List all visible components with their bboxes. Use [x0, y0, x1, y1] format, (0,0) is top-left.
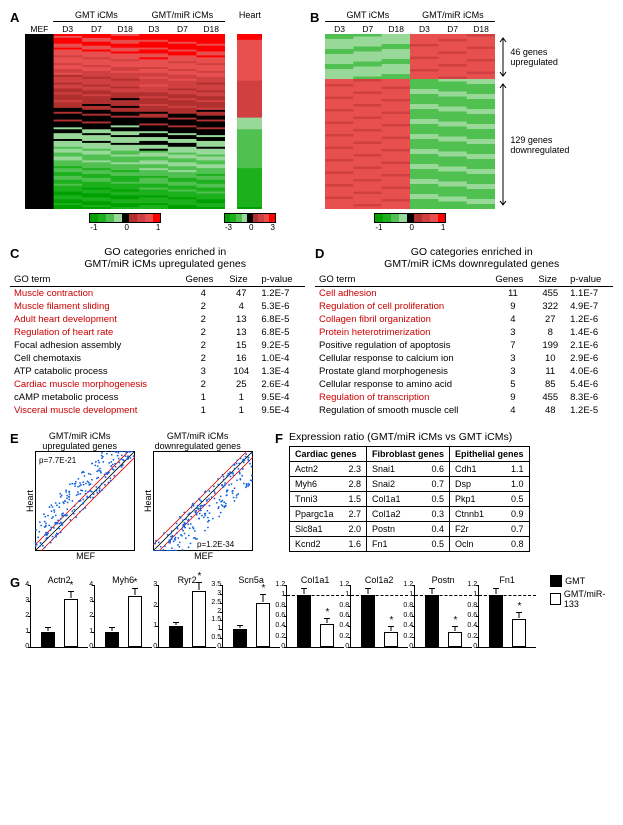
- col-header: D18: [111, 24, 140, 34]
- label-d: D: [315, 246, 324, 273]
- go-row: Visceral muscle development119.5E-4: [10, 404, 305, 417]
- col-header: D7: [354, 24, 382, 34]
- heatmap-a: [25, 34, 225, 209]
- scale-b: -101: [325, 213, 495, 232]
- ratio-row: Myh62.8Snai20.7Dsp1.0: [289, 477, 529, 492]
- svg-text:p=1.2E-34: p=1.2E-34: [197, 540, 235, 549]
- panel-e: E GMT/miR iCMs upregulated genesHeartp=7…: [10, 431, 265, 561]
- go-row: Regulation of heart rate2136.8E-5: [10, 326, 305, 339]
- go-row: Regulation of cell proliferation93224.9E…: [315, 300, 613, 313]
- heatmap-a-heart: [237, 34, 262, 209]
- panel-b: B GMT iCMs GMT/miR iCMs D3D7D18D3D7D18 4…: [310, 10, 613, 232]
- scatter-plot: GMT/miR iCMs downregulated genesHeartp=1…: [143, 431, 253, 561]
- scatter-plot: GMT/miR iCMs upregulated genesHeartp=7.7…: [25, 431, 135, 561]
- svg-text:p=7.7E-21: p=7.7E-21: [39, 456, 77, 465]
- bar-chart: Fn100.20.40.60.811.2*: [478, 575, 536, 648]
- col-header: D3: [53, 24, 82, 34]
- ratio-row: Actn22.3Snai10.6Cdh11.1: [289, 462, 529, 477]
- ratio-row: Ppargc1a2.7Col1a20.3Ctnnb10.9: [289, 507, 529, 522]
- go-row: Cell chemotaxis2161.0E-4: [10, 352, 305, 365]
- scale-a: -101: [25, 209, 225, 232]
- go-row: ATP catabolic process31041.3E-4: [10, 365, 305, 378]
- go-row: Muscle contraction4471.2E-7: [10, 287, 305, 301]
- col-header: D18: [197, 24, 226, 34]
- title-d: GO categories enriched in GMT/miR iCMs d…: [330, 246, 613, 270]
- group-gmtmir-b: GMT/miR iCMs: [410, 10, 495, 24]
- go-row: Collagen fibril organization4271.2E-6: [315, 313, 613, 326]
- label-f: F: [275, 431, 283, 552]
- go-row: Cardiac muscle morphogenesis2252.6E-4: [10, 378, 305, 391]
- go-row: Adult heart development2136.8E-5: [10, 313, 305, 326]
- col-header: D7: [168, 24, 197, 34]
- col-header: MEF: [25, 24, 53, 34]
- legend-item: GMT/miR-133: [550, 589, 613, 609]
- go-row: Cellular response to amino acid5855.4E-6: [315, 378, 613, 391]
- panel-f: F Expression ratio (GMT/miR iCMs vs GMT …: [275, 431, 613, 561]
- go-row: Protein heterotrimerization381.4E-6: [315, 326, 613, 339]
- row-ab: A GMT iCMs GMT/miR iCMs Heart MEFD3D7D18…: [10, 10, 613, 232]
- scale-a-heart: -303: [237, 209, 262, 232]
- group-gmt: GMT iCMs: [53, 10, 139, 24]
- col-header: D18: [467, 24, 495, 34]
- heart-hdr: Heart: [237, 10, 262, 24]
- group-gmt-b: GMT iCMs: [325, 10, 410, 24]
- panel-c: C GO categories enriched in GMT/miR iCMs…: [10, 246, 305, 417]
- ratio-row: Slc8a12.0Postn0.4F2r0.7: [289, 522, 529, 537]
- panel-a: A GMT iCMs GMT/miR iCMs Heart MEFD3D7D18…: [10, 10, 300, 232]
- label-c: C: [10, 246, 19, 273]
- title-c: GO categories enriched in GMT/miR iCMs u…: [25, 246, 305, 270]
- scatter-wrap: GMT/miR iCMs upregulated genesHeartp=7.7…: [25, 431, 253, 561]
- ratio-row: Tnni31.5Col1a10.5Pkp10.5: [289, 492, 529, 507]
- go-row: cAMP metabolic process119.5E-4: [10, 391, 305, 404]
- label-b: B: [310, 10, 319, 232]
- go-row: Cellular response to calcium ion3102.9E-…: [315, 352, 613, 365]
- col-header: D7: [439, 24, 467, 34]
- row-g: G Actn201234*Myh601234*Ryr20123*Scn5a00.…: [10, 575, 613, 648]
- row-ef: E GMT/miR iCMs upregulated genesHeartp=7…: [10, 431, 613, 561]
- go-row: Cell adhesion114551.1E-7: [315, 287, 613, 301]
- go-table-d: GO termGenesSizep-valueCell adhesion1145…: [315, 273, 613, 417]
- label-e: E: [10, 431, 19, 561]
- panel-d: D GO categories enriched in GMT/miR iCMs…: [315, 246, 613, 417]
- go-row: Focal adhesion assembly2159.2E-5: [10, 339, 305, 352]
- go-row: Positive regulation of apoptosis71992.1E…: [315, 339, 613, 352]
- col-header: D18: [382, 24, 410, 34]
- go-row: Regulation of transcription94558.3E-6: [315, 391, 613, 404]
- col-header: D7: [82, 24, 111, 34]
- ratio-row: Kcnd21.6Fn10.5Ocln0.8: [289, 537, 529, 552]
- go-row: Prostate gland morphogenesis3114.0E-6: [315, 365, 613, 378]
- col-header: D3: [325, 24, 353, 34]
- row-cd: C GO categories enriched in GMT/miR iCMs…: [10, 246, 613, 417]
- heatmap-b-labels: 46 genes upregulated129 genes downregula…: [499, 34, 569, 209]
- bar-panel: Actn201234*Myh601234*Ryr20123*Scn5a00.51…: [30, 575, 536, 648]
- label-a: A: [10, 10, 19, 232]
- col-header: D3: [139, 24, 168, 34]
- col-header: D3: [410, 24, 438, 34]
- legend-item: GMT: [550, 575, 613, 587]
- legend-g: GMT GMT/miR-133: [550, 575, 613, 648]
- go-table-c: GO termGenesSizep-valueMuscle contractio…: [10, 273, 305, 417]
- heatmap-b: [325, 34, 495, 209]
- group-gmtmir: GMT/miR iCMs: [139, 10, 225, 24]
- go-row: Muscle filament sliding245.3E-6: [10, 300, 305, 313]
- go-row: Regulation of smooth muscle cell4481.2E-…: [315, 404, 613, 417]
- title-f: Expression ratio (GMT/miR iCMs vs GMT iC…: [289, 431, 530, 443]
- ratio-table: Cardiac genesFibroblast genesEpithelial …: [289, 446, 530, 552]
